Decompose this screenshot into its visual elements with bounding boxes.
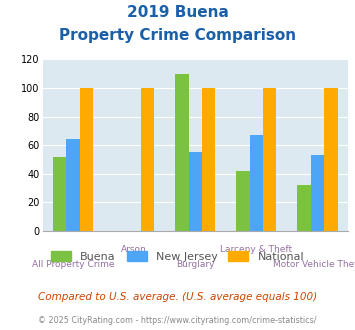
Bar: [311, 155, 324, 231]
Text: Compared to U.S. average. (U.S. average equals 100): Compared to U.S. average. (U.S. average …: [38, 292, 317, 302]
Text: Property Crime Comparison: Property Crime Comparison: [59, 28, 296, 43]
Bar: [141, 88, 154, 231]
Bar: [324, 88, 338, 231]
Bar: [297, 185, 311, 231]
Bar: [175, 74, 189, 231]
Text: All Property Crime: All Property Crime: [32, 260, 114, 269]
Text: © 2025 CityRating.com - https://www.cityrating.com/crime-statistics/: © 2025 CityRating.com - https://www.city…: [38, 316, 317, 325]
Text: Burglary: Burglary: [176, 260, 214, 269]
Legend: Buena, New Jersey, National: Buena, New Jersey, National: [47, 247, 308, 267]
Text: Motor Vehicle Theft: Motor Vehicle Theft: [273, 260, 355, 269]
Bar: [80, 88, 93, 231]
Bar: [53, 157, 66, 231]
Bar: [66, 140, 80, 231]
Text: Arson: Arson: [121, 245, 147, 254]
Bar: [236, 171, 250, 231]
Text: 2019 Buena: 2019 Buena: [127, 5, 228, 20]
Bar: [189, 152, 202, 231]
Bar: [263, 88, 277, 231]
Bar: [250, 135, 263, 231]
Text: Larceny & Theft: Larceny & Theft: [220, 245, 293, 254]
Bar: [202, 88, 215, 231]
